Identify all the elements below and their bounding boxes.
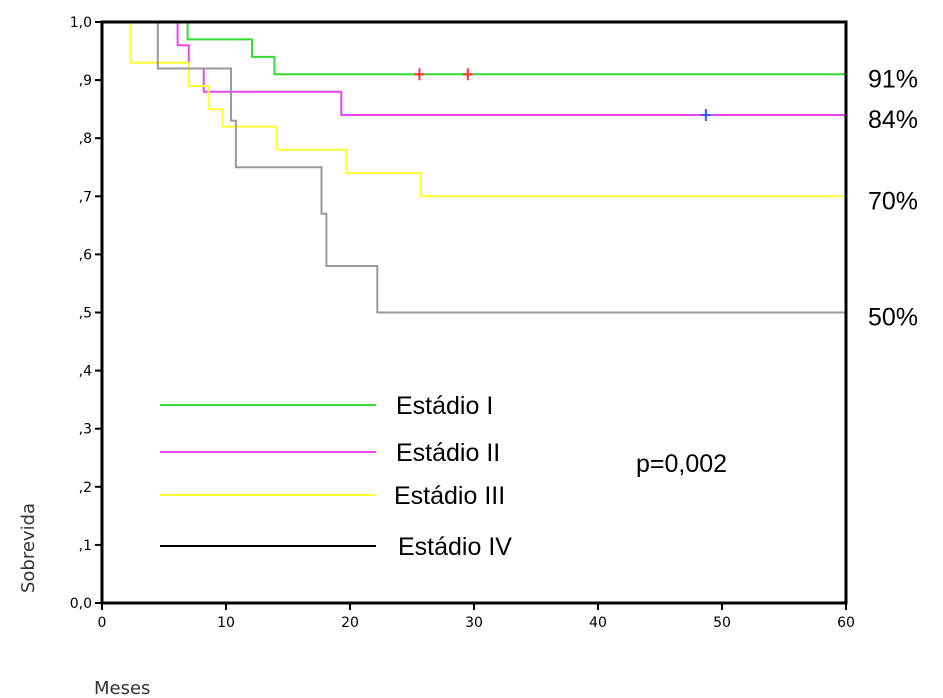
x-tick-label: 60: [837, 615, 855, 631]
x-tick-label: 20: [341, 615, 359, 631]
y-tick-label: ,3: [79, 422, 92, 438]
legend-label: Estádio II: [396, 439, 500, 467]
series-est-dio-i-censor-mark: [414, 68, 425, 81]
series-est-dio-ii-censor-mark: [700, 108, 711, 121]
y-tick-label: 0,0: [70, 596, 92, 612]
x-tick-label: 30: [465, 615, 483, 631]
series-est-dio-iii-line: [129, 22, 846, 198]
series-est-dio-i-end-label: 91%: [868, 65, 918, 93]
y-tick-label: ,5: [79, 306, 92, 322]
series-est-dio-iv-line: [156, 22, 846, 314]
series-est-dio-ii-line: [130, 21, 846, 116]
x-axis-title: Meses: [94, 678, 150, 698]
legend: Estádio I Estádio II Estádio III Estádio IV: [160, 392, 512, 561]
y-tick-label: ,1: [79, 538, 92, 554]
series-est-dio-iv-end-label: 50%: [868, 304, 918, 332]
y-tick-label: ,7: [79, 189, 92, 205]
p-value-annotation: p=0,002: [636, 450, 727, 478]
x-axis-ticks: 0 10 20 30 40 50 60: [98, 603, 855, 631]
end-labels: 91% 84% 70% 50%: [868, 65, 918, 331]
series-est-dio-i-censor-mark: [462, 68, 473, 81]
y-tick-label: ,6: [79, 247, 92, 263]
series-layer: [129, 21, 846, 314]
x-tick-label: 10: [217, 615, 235, 631]
series-est-dio-iii-end-label: 70%: [868, 187, 918, 215]
y-tick-label: ,2: [79, 480, 92, 496]
legend-label: Estádio IV: [398, 533, 512, 561]
series-est-dio-ii-end-label: 84%: [868, 106, 918, 134]
legend-label: Estádio I: [396, 392, 493, 420]
y-axis-ticks: 0,0 ,1 ,2 ,3 ,4 ,5 ,6 ,7 ,8 ,9 1,0: [70, 15, 102, 612]
x-tick-label: 50: [713, 615, 731, 631]
y-tick-label: ,8: [79, 131, 92, 147]
x-tick-label: 0: [98, 615, 107, 631]
x-tick-label: 40: [589, 615, 607, 631]
legend-label: Estádio III: [394, 482, 505, 510]
y-tick-label: 1,0: [70, 15, 92, 31]
y-tick-label: ,9: [79, 73, 92, 89]
y-axis-title: Sobrevida: [18, 503, 39, 593]
series-est-dio-i-line: [130, 21, 846, 76]
y-tick-label: ,4: [79, 364, 92, 380]
